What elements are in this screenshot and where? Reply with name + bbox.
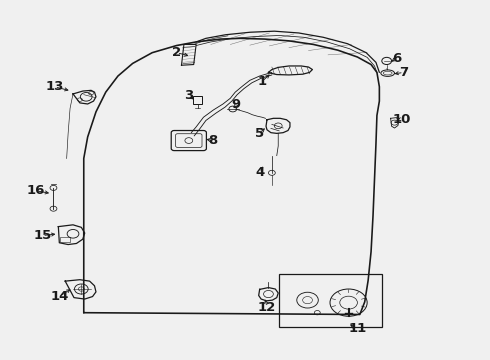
Text: 9: 9 — [232, 98, 241, 111]
Text: 10: 10 — [392, 113, 411, 126]
Text: 2: 2 — [172, 46, 181, 59]
Text: 5: 5 — [255, 127, 264, 140]
Text: 14: 14 — [50, 290, 69, 303]
Text: 12: 12 — [258, 301, 276, 314]
Text: 8: 8 — [209, 134, 218, 147]
Text: 11: 11 — [348, 322, 367, 335]
Text: 13: 13 — [45, 80, 64, 93]
Text: 7: 7 — [399, 66, 408, 79]
Text: 1: 1 — [258, 75, 267, 88]
Text: 3: 3 — [184, 89, 194, 102]
Text: 15: 15 — [33, 229, 51, 242]
Text: 4: 4 — [255, 166, 264, 179]
Text: 6: 6 — [392, 51, 401, 64]
Bar — [279, 274, 382, 327]
Bar — [60, 237, 70, 242]
Bar — [193, 96, 202, 104]
Text: 16: 16 — [26, 184, 45, 197]
